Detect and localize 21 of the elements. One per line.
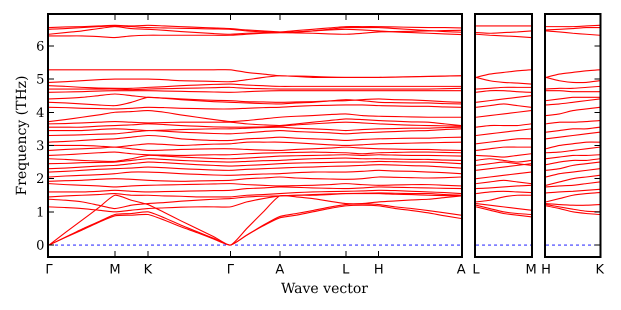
y-tick-label: 3	[36, 139, 44, 154]
x-tick-label: K	[144, 262, 153, 278]
x-tick-label: Γ	[226, 262, 235, 278]
y-tick-label: 5	[36, 72, 44, 88]
x-tick-label: Γ	[45, 262, 54, 278]
x-tick-label: A	[456, 262, 466, 278]
x-axis-title: Wave vector	[281, 281, 368, 297]
x-tick-label: L	[472, 262, 480, 278]
x-tick-label: M	[109, 262, 121, 278]
x-tick-label: K	[595, 262, 604, 278]
y-tick-label: 1	[36, 205, 44, 220]
y-tick-label: 6	[36, 39, 44, 54]
x-tick-label: A	[275, 262, 284, 278]
y-tick-label: 2	[36, 172, 44, 188]
y-tick-label: 0	[36, 238, 44, 254]
x-tick-label: H	[541, 262, 551, 278]
y-tick-label: 4	[36, 106, 44, 121]
x-tick-label: M	[526, 262, 537, 278]
y-axis-title: Frequency (THz)	[14, 75, 30, 196]
x-tick-label: L	[342, 262, 350, 278]
x-tick-label: H	[374, 262, 384, 278]
